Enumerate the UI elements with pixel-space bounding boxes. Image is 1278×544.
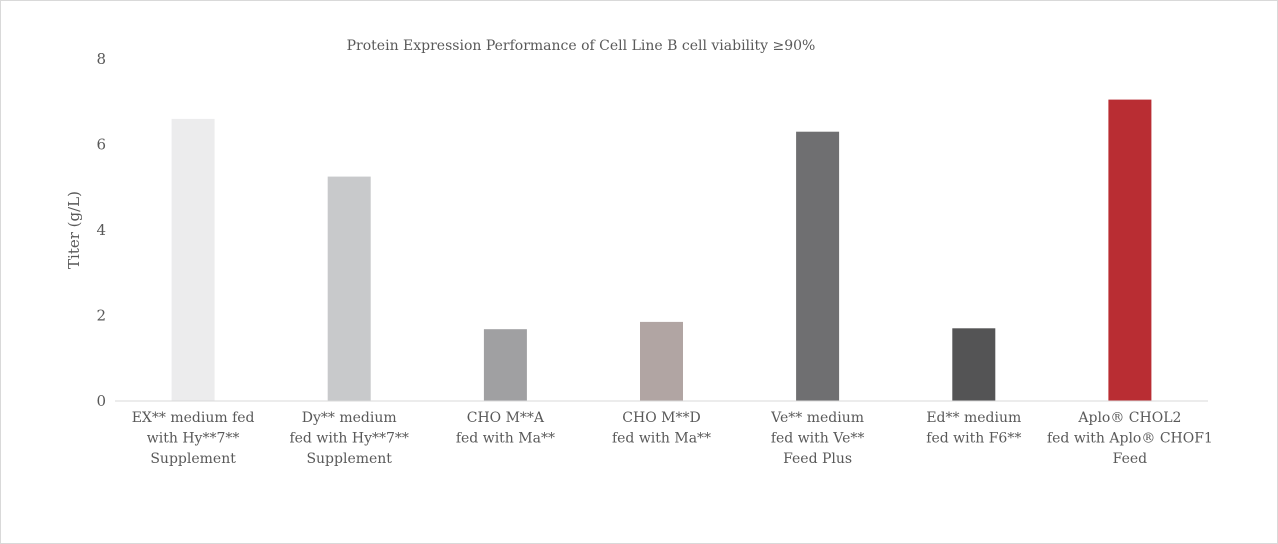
bar — [483, 329, 527, 401]
bar — [952, 328, 996, 401]
chart-title: Protein Expression Performance of Cell L… — [347, 38, 816, 54]
x-tick-label-line: Aplo® CHOL2 — [1077, 410, 1181, 426]
bar — [327, 176, 371, 401]
y-tick-label: 2 — [96, 307, 106, 325]
bar — [1108, 99, 1152, 401]
x-tick-label-line: Supplement — [150, 451, 236, 467]
y-axis-ticks: 0 2 4 6 8 — [96, 50, 106, 410]
x-tick-label-line: Feed — [1113, 451, 1148, 467]
bar — [796, 131, 840, 401]
y-tick-label: 6 — [96, 136, 106, 154]
x-tick-label: Ed** medium fed with F6** — [926, 410, 1021, 447]
x-tick-label-line: Feed Plus — [783, 451, 852, 467]
x-tick-label-line: fed with Ve** — [771, 431, 865, 447]
bar — [171, 118, 215, 402]
x-tick-label-line: Supplement — [306, 451, 392, 467]
x-tick-label-line: fed with Ma** — [612, 431, 711, 447]
category-labels: EX** medium fed with Hy**7** SupplementDy*… — [132, 410, 1213, 467]
x-tick-label-line: CHO M**A — [467, 410, 545, 426]
y-tick-label: 0 — [96, 392, 106, 410]
x-tick-label-line: fed with Ma** — [456, 431, 555, 447]
x-tick-label-line: fed with Aplo® CHOF1 — [1047, 431, 1213, 447]
y-tick-label: 8 — [96, 50, 106, 68]
bars — [171, 99, 1152, 402]
x-tick-label-line: Ve** medium — [770, 410, 864, 426]
y-tick-label: 4 — [96, 221, 106, 239]
bar — [640, 321, 683, 401]
x-tick-label-line: fed with F6** — [926, 431, 1021, 447]
x-tick-label: Aplo® CHOL2 fed with Aplo® CHOF1 Feed — [1047, 410, 1213, 467]
x-tick-label: Ve** medium fed with Ve** Feed Plus — [770, 410, 864, 467]
x-tick-label: Dy** medium fed with Hy**7** Supplement — [289, 410, 408, 467]
x-tick-label-line: with Hy**7** — [147, 431, 240, 447]
y-axis-label: Titer (g/L) — [65, 191, 83, 269]
x-tick-label: EX** medium fed with Hy**7** Supplement — [132, 410, 255, 467]
x-tick-label-line: Dy** medium — [302, 410, 397, 426]
x-tick-label: CHO M**D fed with Ma** — [612, 410, 711, 447]
x-tick-label-line: fed with Hy**7** — [289, 431, 408, 447]
x-tick-label-line: Ed** medium — [926, 410, 1021, 426]
x-tick-label-line: CHO M**D — [622, 410, 700, 426]
x-tick-label: CHO M**A fed with Ma** — [456, 410, 555, 447]
x-tick-label-line: EX** medium fed — [132, 410, 255, 426]
